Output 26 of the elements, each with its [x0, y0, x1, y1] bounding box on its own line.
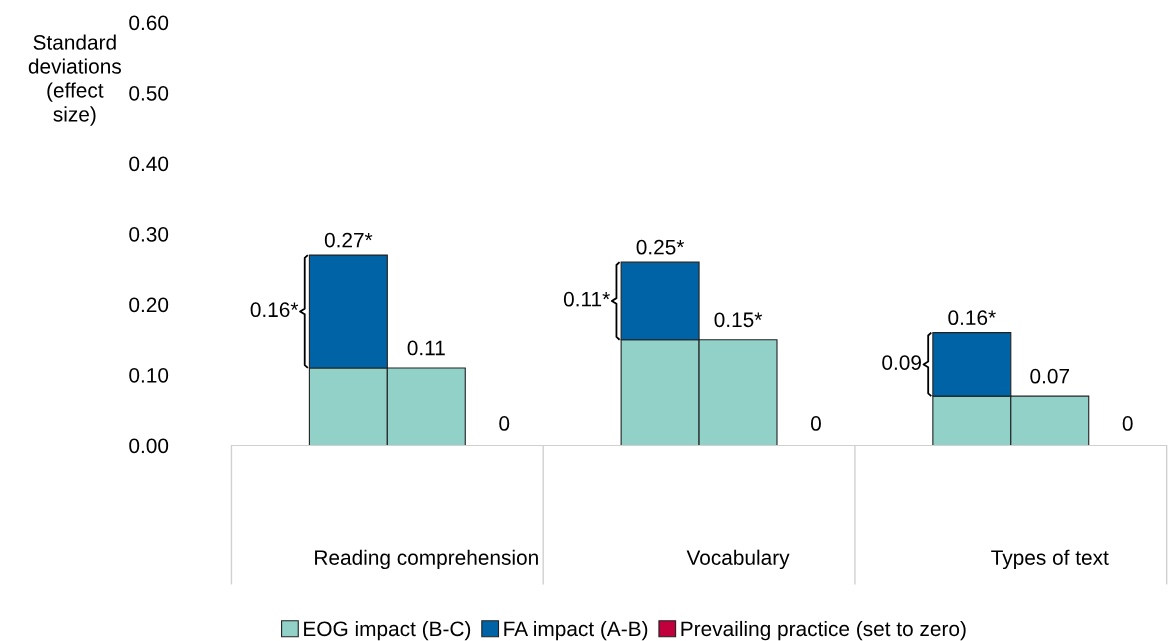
data-label: 0.07 — [1030, 368, 1069, 384]
total-label: 0.16* — [948, 310, 996, 326]
y-tick-label: 0.60 — [129, 15, 169, 31]
data-label: 0 — [499, 416, 510, 431]
x-tick-label: Types of text — [991, 549, 1109, 570]
total-label: 0.25* — [636, 239, 685, 255]
legend-label: Prevailing practice (set to zero) — [681, 620, 966, 641]
annotation: 0.16* — [250, 302, 299, 318]
x-tick-label: Reading comprehension — [315, 549, 538, 570]
y-axis-title: Standard deviations (effect size) — [28, 34, 121, 126]
annotation: 0.09 — [882, 355, 921, 370]
y-tick-label: 0.40 — [129, 156, 169, 172]
data-label: 0 — [1122, 416, 1133, 431]
y-tick-label: 0.30 — [129, 226, 169, 242]
legend-label: EOG impact (B-C) — [304, 620, 471, 641]
data-label: 0 — [810, 416, 821, 431]
annotation: 0.11* — [563, 291, 610, 307]
y-tick-label: 0.50 — [129, 85, 169, 101]
y-tick-label: 0.00 — [129, 438, 169, 454]
total-label: 0.27* — [324, 232, 373, 248]
x-tick-label: Vocabulary — [686, 549, 790, 570]
y-tick-label: 0.20 — [129, 297, 169, 313]
y-tick-label: 0.10 — [129, 367, 169, 383]
data-label: 0.15* — [714, 312, 763, 328]
data-label: 0.11 — [407, 340, 445, 356]
legend-label: FA impact (A-B) — [504, 620, 648, 641]
